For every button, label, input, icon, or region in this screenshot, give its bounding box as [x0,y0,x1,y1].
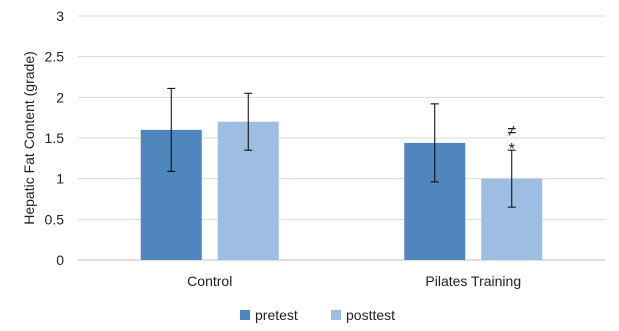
significance-marker: ≠ [507,123,516,140]
category-label: Control [187,273,232,289]
y-axis-title: Hepatic Fat Content (grade) [21,51,37,225]
legend-label-posttest: posttest [346,307,395,323]
annotations: ≠* [507,123,516,158]
y-tick-label: 1.5 [45,130,65,146]
y-tick-label: 0.5 [45,211,65,227]
y-tick-label: 2.5 [45,49,65,65]
legend: pretest posttest [240,307,395,323]
significance-marker: * [509,141,515,158]
y-axis-ticks: 0 0.5 1 1.5 2 2.5 3 [45,8,65,268]
error-bars [167,87,516,208]
bars [140,121,543,260]
x-axis-categories: Control Pilates Training [187,273,521,289]
category-label: Pilates Training [425,273,521,289]
y-tick-label: 1 [56,171,64,187]
legend-swatch-posttest [331,310,341,320]
legend-label-pretest: pretest [255,307,298,323]
legend-swatch-pretest [240,310,250,320]
y-tick-label: 3 [56,8,64,24]
y-tick-label: 2 [56,89,64,105]
y-tick-label: 0 [56,252,64,268]
